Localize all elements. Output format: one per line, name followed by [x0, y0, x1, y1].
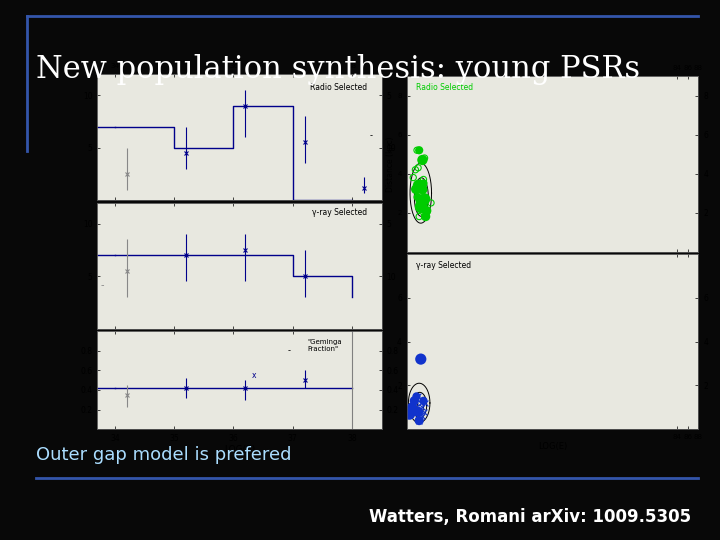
- Point: [426, 199, 437, 207]
- Point: [417, 185, 428, 193]
- Point: [410, 185, 422, 193]
- Point: [413, 212, 425, 221]
- Point: [413, 416, 425, 425]
- Text: -: -: [100, 280, 104, 289]
- Text: Radio Selected: Radio Selected: [310, 83, 367, 92]
- Point: [418, 179, 429, 188]
- Point: [413, 181, 424, 190]
- Text: -: -: [287, 346, 291, 355]
- Point: [419, 194, 431, 203]
- Point: [415, 399, 427, 407]
- Point: [408, 173, 419, 182]
- Point: [415, 183, 426, 192]
- Text: x: x: [251, 371, 256, 380]
- Point: [415, 355, 426, 363]
- Point: [413, 392, 424, 401]
- Point: [412, 193, 423, 201]
- Point: [419, 154, 431, 163]
- Point: [410, 403, 422, 411]
- Point: [421, 208, 433, 217]
- Point: [418, 407, 430, 416]
- Point: [413, 164, 424, 172]
- Point: [415, 197, 426, 205]
- Point: [406, 403, 418, 411]
- Point: [417, 412, 428, 421]
- Text: Watters, Romani arXiv: 1009.5305: Watters, Romani arXiv: 1009.5305: [369, 508, 691, 525]
- Point: [408, 396, 420, 405]
- Text: γ-ray Selected: γ-ray Selected: [415, 261, 471, 270]
- Text: "Geminga
Fraction": "Geminga Fraction": [307, 339, 342, 352]
- Point: [413, 146, 425, 154]
- X-axis label: LOG(E): LOG(E): [538, 442, 567, 450]
- Point: [413, 407, 424, 416]
- Point: [414, 407, 426, 416]
- Point: [416, 403, 428, 411]
- Text: -: -: [370, 131, 373, 140]
- Point: [413, 416, 424, 425]
- Text: γ-ray Selected: γ-ray Selected: [312, 207, 367, 217]
- Point: [417, 156, 428, 164]
- Point: [410, 165, 421, 174]
- Point: [411, 146, 423, 154]
- Point: [409, 396, 420, 405]
- Point: [420, 212, 431, 221]
- Y-axis label: Distance (kpc): Distance (kpc): [386, 136, 395, 192]
- Point: [417, 202, 428, 211]
- Point: [410, 392, 422, 401]
- Text: Outer gap model is prefered: Outer gap model is prefered: [36, 446, 292, 463]
- Point: [418, 175, 429, 184]
- X-axis label: LOG(E): LOG(E): [224, 444, 255, 454]
- Point: [418, 396, 429, 405]
- Point: [419, 399, 431, 407]
- Text: New population synthesis: young PSRs: New population synthesis: young PSRs: [36, 54, 640, 85]
- Point: [404, 410, 415, 418]
- Point: [421, 206, 433, 215]
- Text: Radio Selected: Radio Selected: [415, 83, 472, 92]
- Point: [415, 202, 427, 211]
